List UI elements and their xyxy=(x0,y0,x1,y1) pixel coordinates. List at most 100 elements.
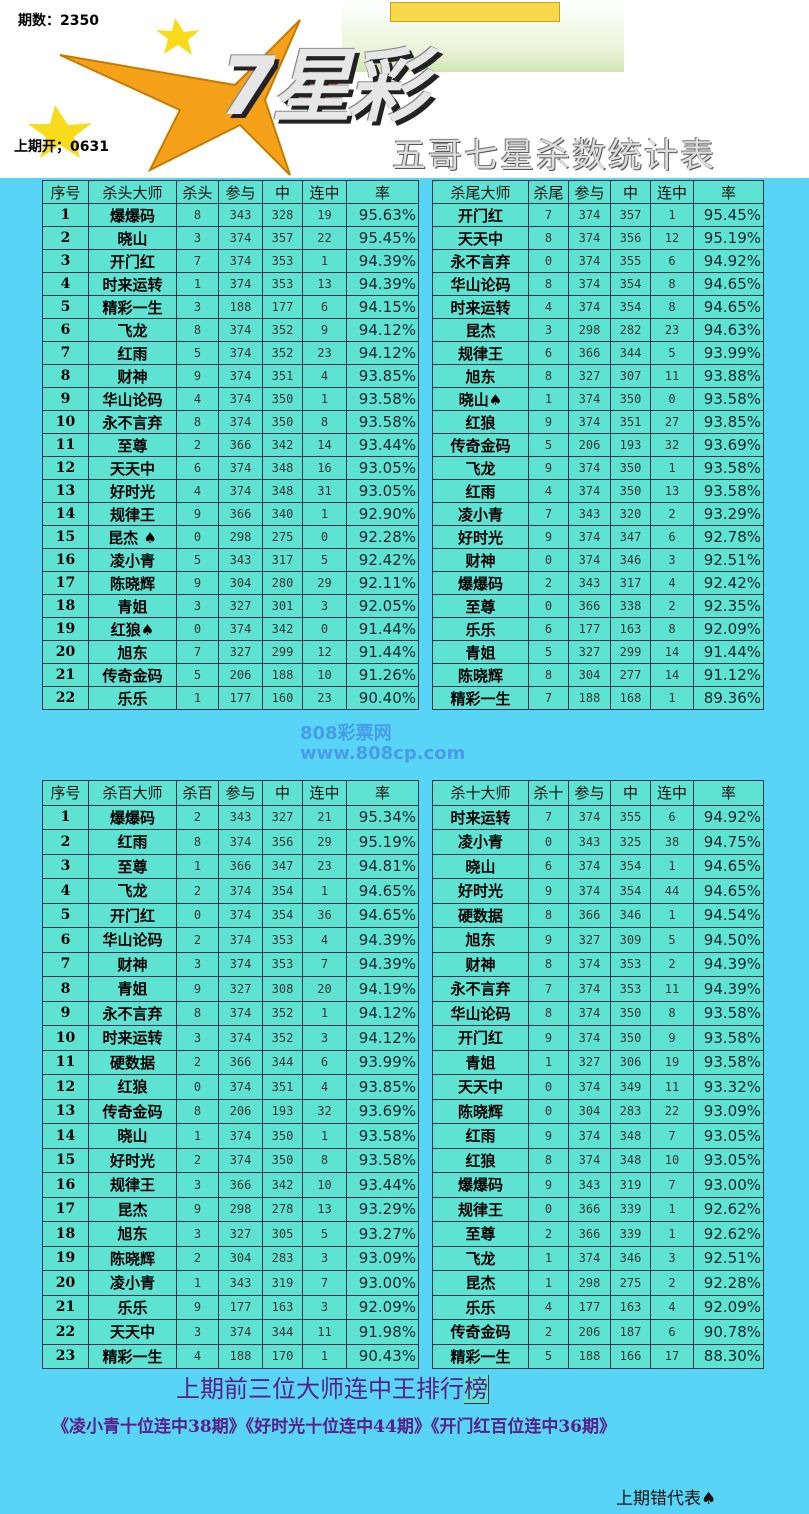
streak-summary: 《凌小青十位连中38期》《好时光十位连中44期》《开门红百位连中36期》 xyxy=(52,1417,616,1437)
participations: 343 xyxy=(568,829,611,855)
hit-rate: 94.65% xyxy=(693,853,764,879)
hits: 299 xyxy=(262,640,303,664)
participations: 298 xyxy=(568,318,611,342)
hits: 325 xyxy=(610,829,651,855)
row-number: 8 xyxy=(42,976,89,1002)
hit-rate: 92.28% xyxy=(346,525,419,549)
kill-digit: 3 xyxy=(176,1172,219,1198)
hits: 166 xyxy=(610,1343,651,1369)
streak: 8 xyxy=(650,272,694,296)
table-row: 16 规律王 3 366 342 10 93.44% xyxy=(42,1172,419,1198)
kill-digit: 7 xyxy=(528,804,569,830)
master-name: 爆爆码 xyxy=(432,1172,529,1198)
master-name: 永不言弃 xyxy=(88,1000,177,1026)
hit-rate: 94.65% xyxy=(693,295,764,319)
table-row: 19 陈晓辉 2 304 283 3 93.09% xyxy=(42,1245,419,1271)
master-name: 好时光 xyxy=(432,525,529,549)
master-name: 开门红 xyxy=(432,1025,529,1051)
master-name: 旭东 xyxy=(88,1221,177,1247)
hit-rate: 94.12% xyxy=(346,1025,419,1051)
hits: 344 xyxy=(262,1319,303,1345)
participations: 327 xyxy=(568,927,611,953)
master-name: 财神 xyxy=(432,548,529,572)
master-name: 乐乐 xyxy=(88,686,177,710)
table-row: 20 旭东 7 327 299 12 91.44% xyxy=(42,640,419,664)
header-row: 杀尾大师 杀尾 参与中连中率 xyxy=(432,180,764,204)
table-row: 好时光 9 374 354 44 94.65% xyxy=(432,878,764,904)
hits: 356 xyxy=(262,829,303,855)
hit-rate: 93.58% xyxy=(346,1123,419,1149)
streak: 10 xyxy=(302,1172,347,1198)
kill-digit: 7 xyxy=(528,502,569,526)
table-row: 华山论码 8 374 354 8 94.65% xyxy=(432,272,764,296)
hits: 352 xyxy=(262,1025,303,1051)
streak: 17 xyxy=(650,1343,694,1369)
kill-digit: 3 xyxy=(176,295,219,319)
hit-rate: 93.00% xyxy=(346,1270,419,1296)
row-number: 18 xyxy=(42,1221,89,1247)
hit-rate: 93.85% xyxy=(346,364,419,388)
hits: 299 xyxy=(610,640,651,664)
table-row: 晓山♠ 1 374 350 0 93.58% xyxy=(432,387,764,411)
streak: 10 xyxy=(650,1147,694,1173)
hit-rate: 94.92% xyxy=(693,804,764,830)
participations: 374 xyxy=(568,387,611,411)
participations: 374 xyxy=(568,272,611,296)
kill-digit: 0 xyxy=(176,902,219,928)
master-name: 传奇金码 xyxy=(88,663,177,687)
master-name: 红狼 xyxy=(432,1147,529,1173)
master-name: 昆杰 xyxy=(88,1196,177,1222)
streak: 13 xyxy=(302,1196,347,1222)
row-number: 4 xyxy=(42,272,89,296)
master-name: 时来运转 xyxy=(432,804,529,830)
hits: 339 xyxy=(610,1221,651,1247)
column-header: 杀十大师 xyxy=(432,780,529,806)
banner-sign xyxy=(390,2,560,22)
participations: 374 xyxy=(218,341,263,365)
participations: 374 xyxy=(218,1319,263,1345)
hits: 353 xyxy=(262,951,303,977)
master-name: 飞龙 xyxy=(432,1245,529,1271)
streak: 6 xyxy=(302,295,347,319)
streak: 5 xyxy=(650,341,694,365)
table-row: 飞龙 1 374 346 3 92.51% xyxy=(432,1245,764,1271)
streak: 7 xyxy=(302,1270,347,1296)
kill-digit: 0 xyxy=(176,1074,219,1100)
participations: 366 xyxy=(568,902,611,928)
participations: 343 xyxy=(218,203,263,227)
kill-digit: 8 xyxy=(528,364,569,388)
participations: 374 xyxy=(218,951,263,977)
hit-rate: 93.58% xyxy=(346,387,419,411)
hit-rate: 93.99% xyxy=(693,341,764,365)
streak: 36 xyxy=(302,902,347,928)
hit-rate: 94.39% xyxy=(693,951,764,977)
streak: 19 xyxy=(302,203,347,227)
kill-digit: 8 xyxy=(528,663,569,687)
table-row: 8 财神 9 374 351 4 93.85% xyxy=(42,364,419,388)
streak: 12 xyxy=(650,226,694,250)
column-header: 杀百大师 xyxy=(88,780,177,806)
master-name: 开门红 xyxy=(432,203,529,227)
streak: 13 xyxy=(650,479,694,503)
streak: 3 xyxy=(650,1245,694,1271)
kill-digit: 2 xyxy=(176,804,219,830)
header-row: 杀十大师 杀十 参与中连中率 xyxy=(432,780,764,806)
kill-hundreds-table: 序号 杀百大师 杀百 参与中连中率 1 爆爆码 2 343 327 21 95.34% 2 红雨 8 374… xyxy=(42,780,419,1369)
streak: 0 xyxy=(302,617,347,641)
hits: 347 xyxy=(262,853,303,879)
kill-tail-table: 杀尾大师 杀尾 参与中连中率开门红 7 374 357 1 95.45% 天天中 8 374 356 1… xyxy=(432,180,764,710)
table-row: 飞龙 9 374 350 1 93.58% xyxy=(432,456,764,480)
column-header: 中 xyxy=(610,180,651,204)
hits: 278 xyxy=(262,1196,303,1222)
kill-digit: 7 xyxy=(528,203,569,227)
kill-digit: 0 xyxy=(528,1098,569,1124)
hits: 301 xyxy=(262,594,303,618)
participations: 374 xyxy=(218,927,263,953)
participations: 374 xyxy=(218,829,263,855)
table-row: 青姐 1 327 306 19 93.58% xyxy=(432,1049,764,1075)
streak: 7 xyxy=(650,1172,694,1198)
participations: 298 xyxy=(568,1270,611,1296)
kill-digit: 9 xyxy=(176,502,219,526)
streak: 1 xyxy=(302,249,347,273)
hit-rate: 95.19% xyxy=(693,226,764,250)
